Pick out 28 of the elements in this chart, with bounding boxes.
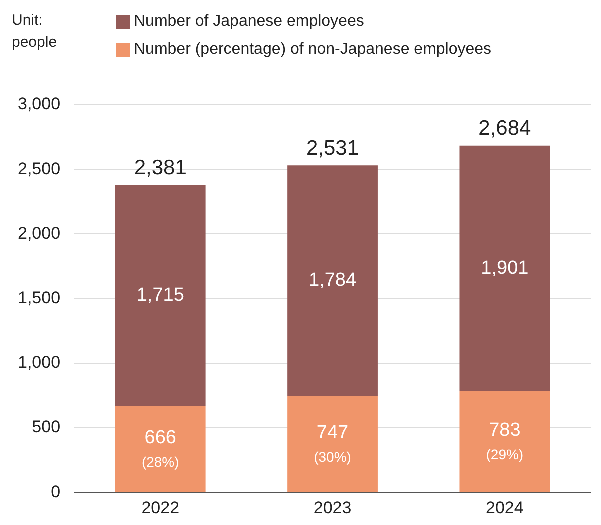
y-tick-label: 0: [51, 482, 61, 502]
x-tick-label: 2022: [142, 498, 180, 518]
y-axis-title: Unit: people: [12, 11, 58, 53]
bar: [288, 396, 378, 492]
total-label: 2,531: [306, 136, 360, 160]
bar: [460, 146, 550, 392]
legend-label: Number of Japanese employees: [134, 13, 364, 31]
y-tick-label: 500: [32, 418, 61, 437]
y-tick-label: 3,000: [18, 94, 61, 114]
legend-label: Number (percentage) of non-Japanese employees: [134, 41, 492, 59]
bar: [460, 391, 550, 492]
data-label: 1,901: [481, 258, 529, 279]
y-tick-label: 2,000: [18, 224, 61, 243]
total-label: 2,381: [134, 156, 187, 180]
x-tick-label: 2024: [486, 498, 524, 518]
data-label: 747 (30%): [314, 422, 352, 465]
data-label: 1,784: [308, 270, 357, 292]
bar: [115, 406, 206, 492]
y-tick-label: 1,000: [18, 353, 61, 372]
data-label: 666 (28%): [142, 428, 180, 470]
y-tick-label: 2,500: [18, 159, 61, 178]
bar: [115, 184, 206, 407]
x-tick-label: 2023: [314, 498, 352, 518]
data-label: 1,715: [136, 285, 184, 306]
data-label: 783 (29%): [486, 420, 524, 463]
bar: [288, 166, 378, 396]
y-tick-label: 1,500: [18, 288, 61, 308]
total-label: 2,684: [478, 117, 532, 140]
